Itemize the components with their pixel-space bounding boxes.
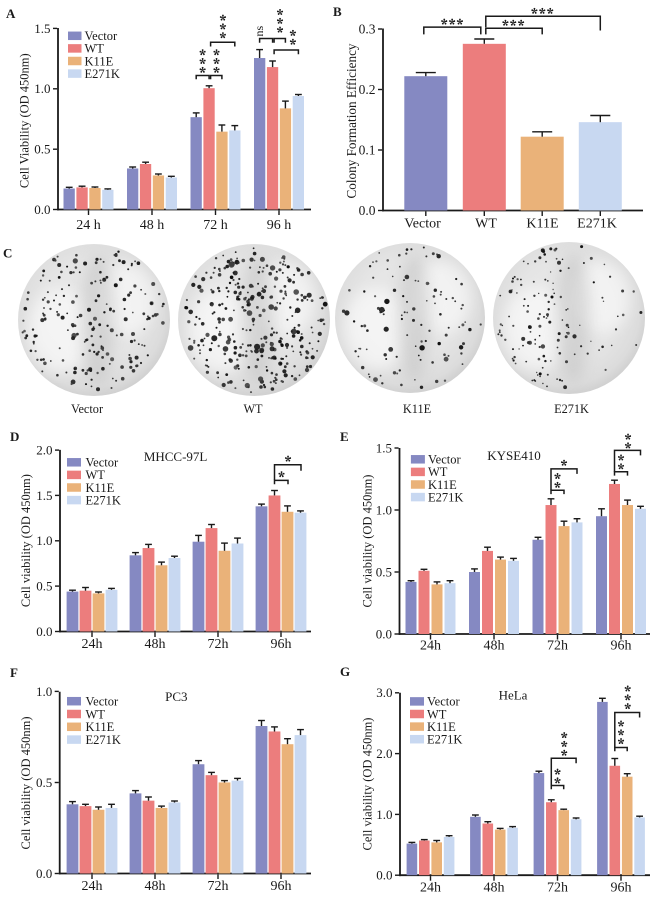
svg-text:1.0: 1.0 [376,807,392,822]
svg-text:A: A [6,6,16,21]
svg-text:72 h: 72 h [203,218,228,233]
svg-text:K11E: K11E [86,481,115,495]
svg-text:Cell viability (OD 450nm): Cell viability (OD 450nm) [361,475,375,608]
svg-text:0.1: 0.1 [359,143,376,158]
svg-text:72h: 72h [547,639,568,654]
svg-text:96 h: 96 h [267,218,292,233]
svg-text:0.5: 0.5 [36,579,52,594]
svg-text:0.0: 0.0 [376,868,392,883]
svg-text:WT: WT [86,707,106,721]
svg-text:1.5: 1.5 [376,440,392,455]
svg-text:Vector: Vector [404,217,441,232]
svg-text:K11E: K11E [85,54,114,68]
svg-text:48 h: 48 h [140,218,165,233]
svg-text:96h: 96h [611,639,632,654]
svg-text:K11E: K11E [526,217,558,232]
svg-text:Colony Formation Efficiency: Colony Formation Efficiency [344,43,359,198]
svg-text:1.0: 1.0 [36,684,52,699]
svg-text:G: G [340,664,350,679]
svg-text:Cell viability (OD 450nm): Cell viability (OD 450nm) [19,717,33,850]
svg-text:E: E [340,429,349,444]
svg-text:72h: 72h [208,637,229,652]
svg-text:0.0: 0.0 [376,626,392,641]
svg-text:E271K: E271K [554,402,589,416]
svg-text:Vector: Vector [428,453,461,467]
svg-text:2.0: 2.0 [376,746,392,761]
svg-text:Vector: Vector [85,29,118,43]
svg-text:D: D [10,429,19,444]
svg-text:24h: 24h [82,879,103,894]
svg-text:1.5: 1.5 [36,488,52,503]
svg-text:48h: 48h [145,879,166,894]
svg-text:0.5: 0.5 [36,775,52,790]
svg-text:Cell viability (OD 450nm): Cell viability (OD 450nm) [361,718,375,851]
svg-text:0.0: 0.0 [36,866,52,881]
svg-text:48h: 48h [484,881,505,896]
svg-text:48h: 48h [145,637,166,652]
svg-text:E271K: E271K [427,733,462,747]
svg-text:Vector: Vector [71,402,103,416]
svg-text:PC3: PC3 [165,689,187,704]
svg-text:0.5: 0.5 [376,564,392,579]
svg-text:HeLa: HeLa [499,688,528,703]
svg-text:K11E: K11E [427,720,456,734]
svg-text:E271K: E271K [85,67,120,81]
svg-text:WT: WT [428,465,448,479]
svg-text:Vector: Vector [86,456,119,470]
svg-text:K11E: K11E [428,478,457,492]
svg-text:Cell viability (OD 450nm): Cell viability (OD 450nm) [19,474,33,607]
svg-text:WT: WT [86,468,106,482]
svg-text:1.0: 1.0 [34,81,50,96]
svg-text:C: C [3,246,12,261]
svg-text:ns: ns [252,26,266,37]
svg-text:24h: 24h [420,639,441,654]
svg-text:1.5: 1.5 [34,21,50,36]
svg-text:24h: 24h [82,637,103,652]
svg-text:1.0: 1.0 [36,533,52,548]
svg-text:0.0: 0.0 [34,202,50,217]
svg-text:WT: WT [427,707,447,721]
svg-text:KYSE410: KYSE410 [487,448,540,463]
svg-text:96h: 96h [271,637,292,652]
svg-text:K11E: K11E [403,402,431,416]
svg-text:1.0: 1.0 [376,502,392,517]
svg-text:96h: 96h [611,881,632,896]
svg-text:24 h: 24 h [76,218,101,233]
svg-text:K11E: K11E [86,720,115,734]
svg-text:B: B [333,4,342,19]
svg-text:24h: 24h [420,881,441,896]
svg-text:0.2: 0.2 [359,82,376,97]
svg-text:E271K: E271K [86,733,121,747]
svg-text:Vector: Vector [427,695,460,709]
svg-text:E271K: E271K [428,490,463,504]
svg-text:0.3: 0.3 [359,22,376,37]
svg-text:Vector: Vector [86,695,119,709]
svg-text:MHCC-97L: MHCC-97L [144,449,208,464]
svg-text:96h: 96h [271,879,292,894]
svg-text:72h: 72h [547,881,568,896]
svg-text:WT: WT [85,42,105,56]
svg-text:F: F [10,665,18,680]
svg-text:72h: 72h [208,879,229,894]
svg-text:Cell Viability (OD 450nm): Cell Viability (OD 450nm) [18,53,32,188]
svg-text:E271K: E271K [86,493,121,507]
svg-text:WT: WT [243,402,263,416]
svg-text:48h: 48h [484,639,505,654]
svg-text:0.0: 0.0 [36,624,52,639]
svg-text:0.0: 0.0 [359,203,376,218]
svg-text:2.0: 2.0 [36,443,52,458]
svg-text:3.0: 3.0 [376,685,392,700]
svg-text:E271K: E271K [577,217,617,232]
svg-text:0.5: 0.5 [34,142,50,157]
svg-text:WT: WT [475,217,497,232]
